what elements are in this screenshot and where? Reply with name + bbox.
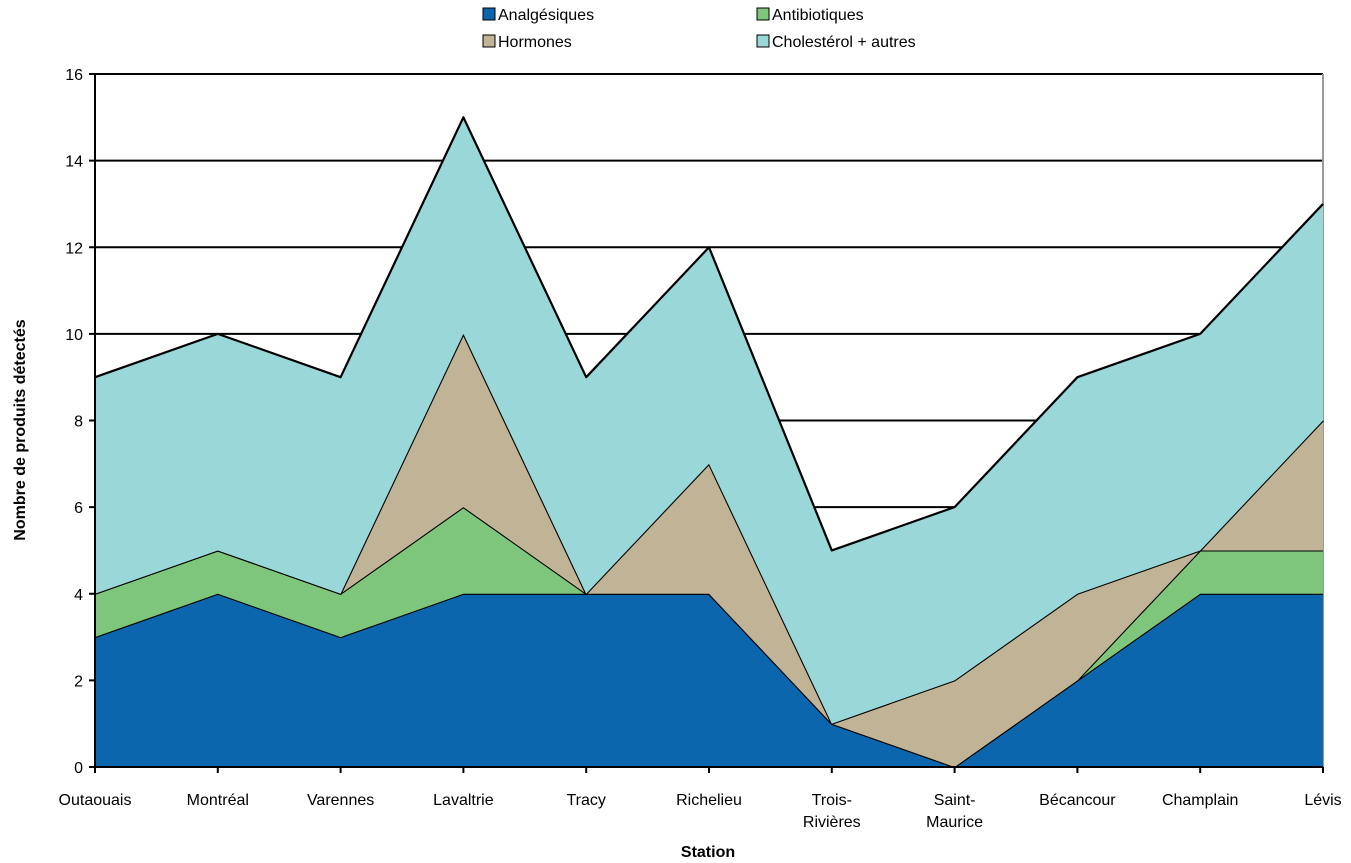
x-tick-label-line: Trois- xyxy=(812,792,852,809)
y-tick-label-6: 6 xyxy=(74,500,83,517)
x-tick-label-5: Richelieu xyxy=(676,792,742,809)
x-tick-label-10: Lévis xyxy=(1304,792,1341,809)
x-tick-label-line: Saint- xyxy=(934,792,976,809)
legend-label-2: Hormones xyxy=(498,34,572,51)
y-tick-label-2: 2 xyxy=(74,673,83,690)
area-outline-hormones xyxy=(94,332,1324,725)
legend-label-0: Analgésiques xyxy=(498,7,594,24)
legend-swatch-3 xyxy=(756,34,770,48)
x-tick-label-line: Lévis xyxy=(1304,792,1341,809)
legend-swatch-1 xyxy=(756,7,770,21)
legend-label-3: Cholestérol + autres xyxy=(772,34,916,51)
x-tick-label-line: Montréal xyxy=(187,792,249,809)
area-outline-cholest-rol-autres xyxy=(94,116,1324,552)
area-antibiotiques xyxy=(95,507,1323,767)
x-tick-label-2: Varennes xyxy=(307,792,374,809)
x-axis-title: Station xyxy=(681,844,735,861)
x-tick-label-9: Champlain xyxy=(1162,792,1238,809)
x-tick-label-line: Richelieu xyxy=(676,792,742,809)
y-tick-label-10: 10 xyxy=(65,327,83,344)
legend: Analgésiques Antibiotiques Hormones Cholest… xyxy=(482,7,916,51)
x-tick-label-line: Varennes xyxy=(307,792,374,809)
x-tick-label-line: Champlain xyxy=(1162,792,1238,809)
y-axis-ticks: 0 2 4 6 8 10 12 14 16 xyxy=(65,67,95,777)
y-axis-title: Nombre de produits détectés xyxy=(12,319,29,540)
y-tick-label-0: 0 xyxy=(74,760,83,777)
x-tick-label-3: Lavaltrie xyxy=(433,792,494,809)
x-tick-label-line: Tracy xyxy=(566,792,605,809)
y-tick-label-12: 12 xyxy=(65,240,83,257)
x-tick-label-0: Outaouais xyxy=(59,792,132,809)
legend-swatch-0 xyxy=(482,7,496,21)
x-tick-label-4: Tracy xyxy=(566,792,605,809)
x-tick-label-line: Maurice xyxy=(926,814,983,831)
x-axis-ticks: Outaouais Montréal Varennes Lavaltrie Tracy R… xyxy=(59,767,1342,831)
y-tick-label-8: 8 xyxy=(74,414,83,431)
x-tick-label-line: Outaouais xyxy=(59,792,132,809)
x-tick-label-line: Lavaltrie xyxy=(433,792,494,809)
x-tick-label-8: Bécancour xyxy=(1039,792,1116,809)
x-tick-label-line: Bécancour xyxy=(1039,792,1116,809)
legend-label-1: Antibiotiques xyxy=(772,7,864,24)
y-tick-label-14: 14 xyxy=(65,154,83,171)
x-tick-label-line: Rivières xyxy=(803,814,861,831)
area-hormones xyxy=(95,333,1323,767)
y-tick-label-16: 16 xyxy=(65,67,83,84)
x-tick-label-1: Montréal xyxy=(187,792,249,809)
x-tick-label-7: Saint- Maurice xyxy=(926,792,983,831)
legend-swatch-2 xyxy=(482,34,496,48)
area-cholest-rol-autres xyxy=(95,117,1323,724)
y-tick-label-4: 4 xyxy=(74,587,83,604)
area-series xyxy=(94,116,1324,769)
x-tick-label-6: Trois- Rivières xyxy=(803,792,861,831)
